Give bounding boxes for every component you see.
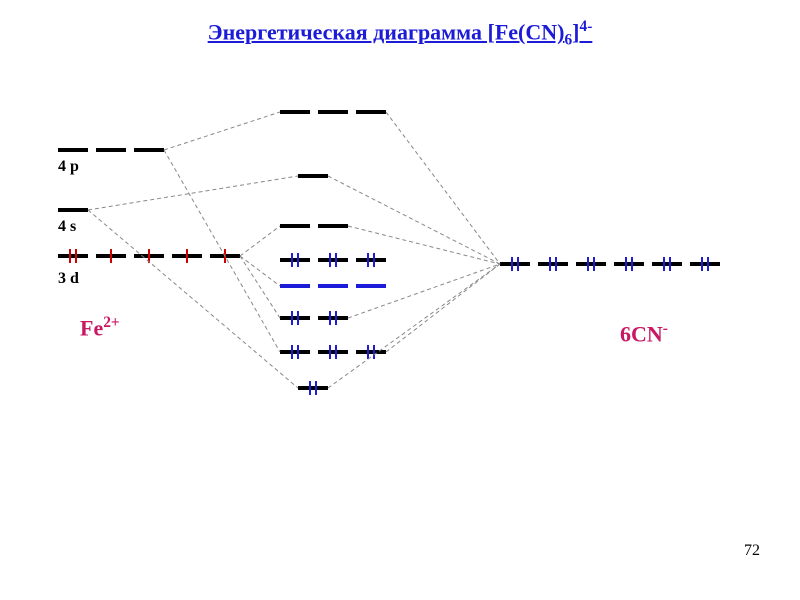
mo-diagram [0, 0, 800, 600]
